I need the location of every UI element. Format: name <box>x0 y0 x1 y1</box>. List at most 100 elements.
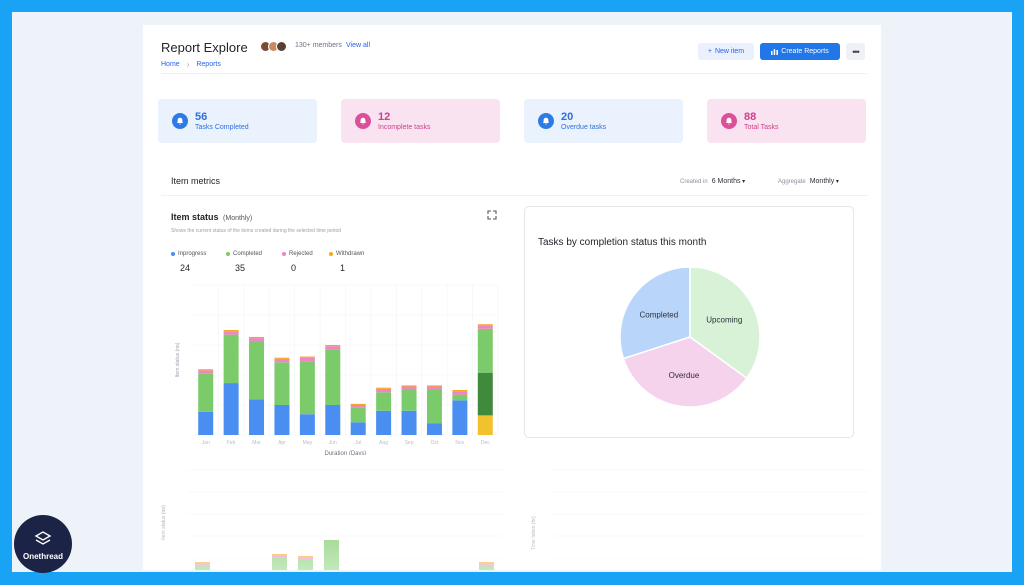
bar-segment-rejected <box>249 338 265 342</box>
report-card: Report Explore 130+ members View all Hom… <box>143 25 881 570</box>
breadcrumb-home[interactable]: Home <box>161 61 180 68</box>
bar-segment-withdrawn <box>426 385 442 387</box>
bar-segment-completed <box>477 328 493 373</box>
item-status-period: (Monthly) <box>223 215 253 222</box>
completion-pie-chart: Completed Upcoming Overdue <box>619 266 761 408</box>
header-divider <box>161 73 867 74</box>
stat-label: Total Tasks <box>744 123 779 131</box>
legend-item-completed: Completed <box>226 251 262 257</box>
bar-segment-completed <box>198 373 214 412</box>
create-reports-button[interactable]: Create Reports <box>760 43 840 60</box>
bar-segment-other <box>477 372 493 416</box>
x-tick-label: Mar <box>252 440 261 446</box>
bar-segment-completed <box>426 390 442 424</box>
new-item-button[interactable]: + New item <box>698 43 754 60</box>
x-tick-label: Nov <box>455 440 464 446</box>
onethread-logo: Onethread <box>14 515 72 573</box>
breadcrumb: Home › Reports <box>161 60 221 69</box>
bar-segment-rejected <box>477 325 493 329</box>
stat-label: Tasks Completed <box>195 123 249 131</box>
lower-bar-segment <box>324 540 339 570</box>
lower-bar-segment <box>298 557 313 560</box>
view-all-link[interactable]: View all <box>346 42 370 49</box>
legend-label: Completed <box>233 251 263 257</box>
created-in-label: Created in <box>680 179 708 185</box>
stat-card-total-tasks[interactable]: 88 Total Tasks <box>707 99 866 143</box>
x-tick-label: Aug <box>379 440 388 446</box>
bar-segment-completed <box>249 341 265 400</box>
stat-value: 20 <box>561 110 574 123</box>
legend-value-inprogress: 24 <box>180 263 191 273</box>
stat-card-overdue-tasks[interactable]: 20 Overdue tasks <box>524 99 683 143</box>
stat-card-tasks-completed[interactable]: 56 Tasks Completed <box>158 99 317 143</box>
chevron-right-icon: › <box>186 60 190 69</box>
left-y-axis-label: Item status (no) <box>161 505 167 540</box>
bar-segment-inprogress <box>376 410 392 435</box>
bar-segment-yellow <box>477 415 493 435</box>
bar-segment-rejected <box>325 346 341 350</box>
x-tick-label: Dec <box>481 440 490 446</box>
expand-icon[interactable] <box>487 210 497 220</box>
legend-value-completed: 35 <box>235 263 246 273</box>
bar-chart-icon <box>771 49 779 55</box>
bar-segment-inprogress <box>401 410 417 435</box>
breadcrumb-reports[interactable]: Reports <box>196 61 221 68</box>
caret-down-icon: ▾ <box>742 179 746 185</box>
lower-bar-segment <box>298 560 313 570</box>
created-in-filter[interactable]: Created in 6 Months ▾ <box>680 178 745 185</box>
legend-value-withdrawn: 1 <box>340 263 346 273</box>
aggregate-value: Monthly <box>809 178 835 185</box>
bar-segment-completed <box>325 349 341 405</box>
new-item-label: New item <box>714 48 745 55</box>
lower-charts-faded: Item status (no) Time taken (hr) <box>161 469 868 570</box>
watermark-text: Onethread <box>22 551 63 561</box>
bar-segment-rejected <box>350 405 366 408</box>
bar-segment-inprogress <box>325 405 341 435</box>
member-avatars[interactable] <box>260 41 287 52</box>
pie-slice-completed <box>619 266 691 360</box>
bar-segment-completed <box>401 390 417 411</box>
pie-chart-card: Tasks by completion status this month Co… <box>524 206 854 438</box>
stat-card-incomplete-tasks[interactable]: 12 Incomplete tasks <box>341 99 500 143</box>
pie-slice-upcoming <box>689 266 761 380</box>
bar-segment-withdrawn <box>249 336 265 339</box>
bar-segment-withdrawn <box>477 324 493 326</box>
y-axis-label: Item status (no) <box>175 342 181 377</box>
aggregate-label: Aggregate <box>778 179 806 185</box>
legend-dot <box>282 252 286 256</box>
pie-chart-title: Tasks by completion status this month <box>538 237 707 248</box>
lower-bar-segment <box>272 558 287 570</box>
bar-segment-withdrawn <box>401 385 417 387</box>
bell-icon <box>172 113 188 129</box>
bar-segment-completed <box>274 362 290 405</box>
x-tick-label: Jun <box>329 440 337 446</box>
more-options-button[interactable]: ••• <box>846 43 865 60</box>
bell-icon <box>721 113 737 129</box>
lower-bar-segment <box>195 563 210 566</box>
aggregate-filter[interactable]: Aggregate Monthly ▾ <box>778 178 839 185</box>
bar-segment-rejected <box>452 391 468 395</box>
bar-segment-completed <box>350 407 366 423</box>
stat-value: 56 <box>195 110 208 123</box>
bar-segment-withdrawn <box>299 356 315 358</box>
plus-icon: + <box>707 48 712 55</box>
caret-down-icon: ▾ <box>835 179 839 185</box>
legend-label: Withdrawn <box>336 251 365 257</box>
metrics-divider <box>161 195 867 196</box>
legend-label: Inprogress <box>178 251 207 257</box>
lower-bar-segment <box>298 556 313 557</box>
x-tick-label: May <box>303 440 313 446</box>
bar-segment-withdrawn <box>452 390 468 392</box>
bar-segment-inprogress <box>274 405 290 435</box>
bar-segment-rejected <box>299 357 315 362</box>
item-metrics-title: Item metrics <box>171 176 221 186</box>
bar-segment-rejected <box>426 386 442 390</box>
bar-segment-completed <box>299 361 315 415</box>
pie-slice-overdue <box>622 336 748 408</box>
bar-segment-inprogress <box>198 411 214 435</box>
members-count: 130+ members <box>295 42 342 49</box>
bar-segment-withdrawn <box>350 403 366 405</box>
bar-segment-completed <box>376 392 392 411</box>
stat-label: Overdue tasks <box>561 123 607 131</box>
x-tick-label: Sep <box>405 440 414 446</box>
